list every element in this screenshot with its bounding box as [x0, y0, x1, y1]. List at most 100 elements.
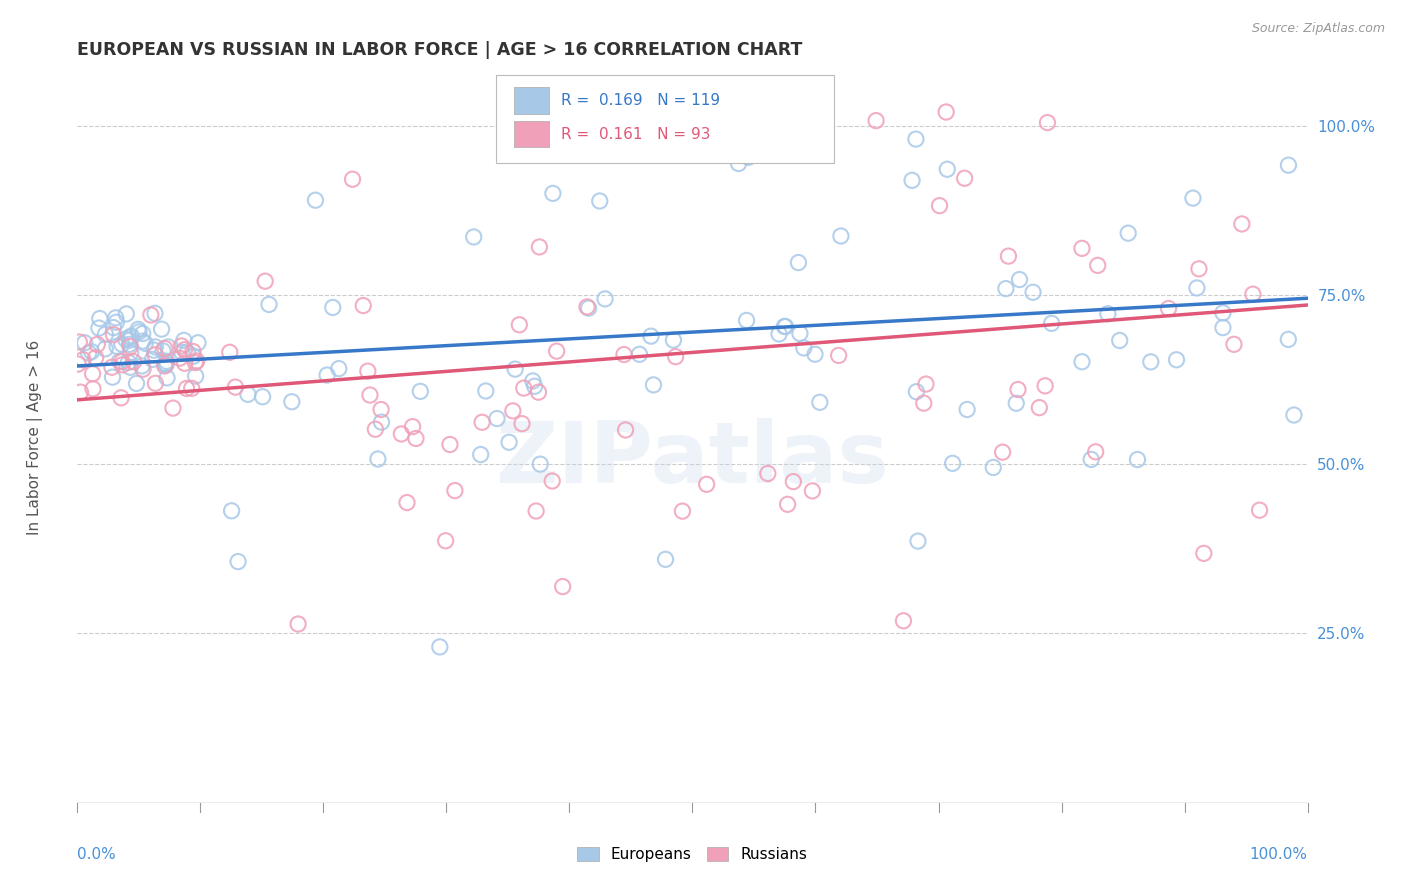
- Point: [103, 320, 125, 334]
- Text: EUROPEAN VS RUSSIAN IN LABOR FORCE | AGE > 16 CORRELATION CHART: EUROPEAN VS RUSSIAN IN LABOR FORCE | AGE…: [77, 41, 803, 59]
- Point: [1108, 334, 1130, 348]
- Point: [1084, 445, 1107, 459]
- Point: [804, 347, 827, 361]
- Point: [486, 411, 509, 425]
- Point: [252, 390, 274, 404]
- Point: [1139, 355, 1161, 369]
- Point: [180, 381, 202, 395]
- Point: [808, 395, 831, 409]
- Point: [696, 477, 718, 491]
- Point: [1126, 452, 1149, 467]
- Point: [994, 282, 1017, 296]
- Point: [101, 370, 124, 384]
- Point: [73, 335, 96, 350]
- Point: [434, 533, 457, 548]
- Point: [122, 355, 145, 369]
- Point: [389, 426, 412, 441]
- Point: [150, 322, 173, 336]
- Point: [643, 377, 665, 392]
- Point: [1282, 408, 1305, 422]
- Point: [328, 361, 350, 376]
- Point: [1116, 226, 1139, 240]
- Point: [935, 105, 957, 120]
- Point: [352, 299, 374, 313]
- Point: [77, 346, 100, 360]
- Point: [153, 342, 176, 356]
- Point: [69, 385, 91, 400]
- Point: [575, 300, 598, 314]
- Point: [524, 504, 547, 518]
- Point: [120, 329, 142, 343]
- Point: [184, 355, 207, 369]
- Point: [118, 337, 141, 351]
- Point: [254, 274, 277, 288]
- Point: [105, 315, 128, 329]
- Point: [111, 337, 134, 351]
- Point: [218, 345, 240, 359]
- Point: [153, 359, 176, 373]
- Point: [508, 318, 530, 332]
- Point: [111, 354, 134, 368]
- Point: [942, 456, 965, 470]
- Point: [737, 150, 759, 164]
- Point: [1181, 191, 1204, 205]
- Point: [671, 504, 693, 518]
- Point: [523, 379, 546, 393]
- Point: [727, 156, 749, 170]
- Point: [224, 380, 246, 394]
- Point: [756, 467, 779, 481]
- Point: [1212, 306, 1234, 320]
- Point: [578, 301, 600, 315]
- Point: [405, 432, 427, 446]
- Text: Source: ZipAtlas.com: Source: ZipAtlas.com: [1251, 22, 1385, 36]
- Point: [541, 186, 564, 201]
- Point: [173, 356, 195, 370]
- Point: [775, 319, 797, 334]
- Point: [401, 419, 423, 434]
- Point: [991, 445, 1014, 459]
- FancyBboxPatch shape: [515, 121, 548, 147]
- Point: [187, 335, 209, 350]
- Point: [1223, 337, 1246, 351]
- Point: [128, 325, 150, 339]
- Point: [94, 342, 117, 356]
- Point: [184, 369, 207, 384]
- Point: [139, 308, 162, 322]
- Point: [359, 388, 381, 402]
- Point: [830, 229, 852, 244]
- Point: [370, 415, 392, 429]
- Point: [782, 475, 804, 489]
- Point: [155, 357, 177, 371]
- Point: [801, 483, 824, 498]
- Point: [654, 552, 676, 566]
- Point: [1087, 258, 1109, 272]
- Point: [502, 404, 524, 418]
- Point: [111, 358, 134, 372]
- Point: [956, 402, 979, 417]
- Point: [912, 396, 935, 410]
- Point: [628, 347, 651, 361]
- Point: [1008, 272, 1031, 286]
- Point: [117, 355, 139, 369]
- Point: [503, 362, 526, 376]
- Point: [773, 319, 796, 334]
- Point: [152, 343, 174, 358]
- Point: [613, 347, 636, 361]
- Point: [176, 345, 198, 359]
- Point: [789, 326, 811, 341]
- Point: [1071, 241, 1094, 255]
- Point: [120, 346, 142, 360]
- Point: [132, 326, 155, 341]
- Point: [498, 435, 520, 450]
- Point: [316, 368, 339, 382]
- Point: [226, 555, 249, 569]
- Point: [475, 384, 498, 398]
- Point: [1097, 307, 1119, 321]
- Point: [176, 381, 198, 395]
- Point: [936, 162, 959, 177]
- Point: [529, 240, 551, 254]
- Point: [84, 351, 107, 365]
- Point: [87, 321, 110, 335]
- Point: [157, 340, 180, 354]
- Point: [409, 384, 432, 399]
